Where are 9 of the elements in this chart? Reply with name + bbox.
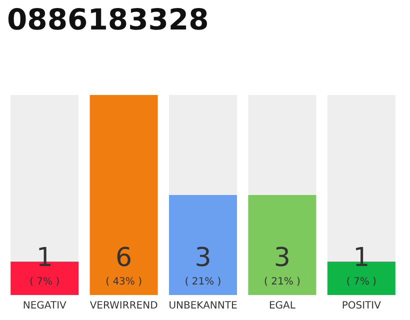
chart-title: 0886183328 (7, 2, 209, 36)
data-label: 3 ( 21% ) (184, 243, 222, 288)
x-tick-label: UNBEKANNTE (168, 300, 238, 312)
x-tick-label: EGAL (268, 300, 296, 312)
data-label: 3 ( 21% ) (264, 243, 300, 288)
data-label: 6 ( 43% ) (106, 243, 142, 288)
x-tick-label: POSITIV (342, 300, 382, 312)
x-tick-label: NEGATIV (22, 300, 67, 312)
x-tick-label: VERWIRREND (90, 300, 158, 312)
